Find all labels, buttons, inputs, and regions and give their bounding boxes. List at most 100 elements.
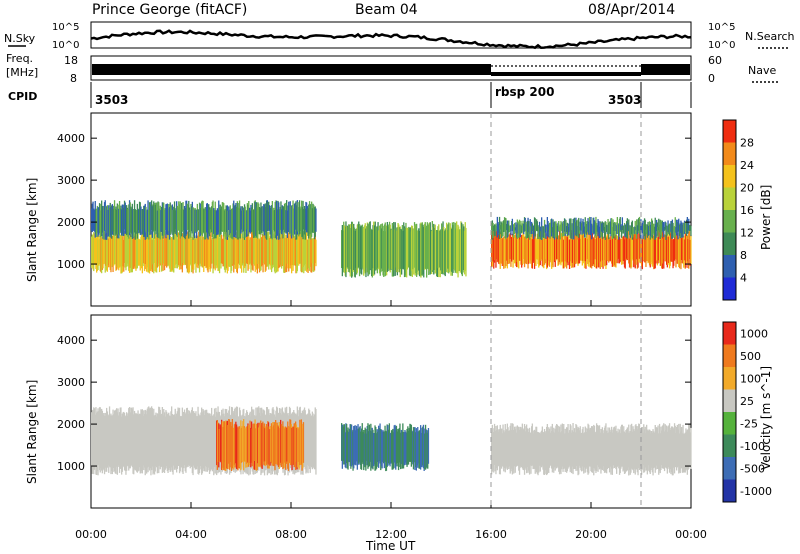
nave-label: Nave <box>748 64 776 77</box>
data-cell <box>264 203 266 233</box>
data-cell <box>258 203 260 231</box>
data-cell <box>215 407 217 468</box>
data-cell <box>532 433 534 470</box>
data-cell <box>367 423 369 469</box>
data-cell <box>588 237 590 267</box>
data-cell <box>686 219 688 237</box>
data-cell <box>131 236 134 273</box>
y-tick-label: 3000 <box>57 174 85 187</box>
data-cell <box>136 230 138 269</box>
data-cell <box>512 224 514 236</box>
data-cell <box>179 201 181 239</box>
data-cell <box>118 412 121 473</box>
data-cell <box>253 423 256 470</box>
data-cell <box>125 205 127 234</box>
data-cell <box>580 218 582 235</box>
data-cell <box>423 223 426 270</box>
data-cell <box>619 239 621 262</box>
data-cell <box>673 427 675 468</box>
data-cell <box>266 200 269 232</box>
data-cell <box>433 228 436 270</box>
data-cell <box>233 230 235 273</box>
data-cell <box>424 424 427 470</box>
data-cell <box>121 236 124 273</box>
data-cell <box>118 237 120 271</box>
data-cell <box>119 234 121 267</box>
data-cell <box>236 427 238 470</box>
data-cell <box>546 424 549 475</box>
data-cell <box>130 236 132 273</box>
data-cell <box>579 221 581 231</box>
data-cell <box>145 235 147 270</box>
data-cell <box>167 233 169 267</box>
data-cell <box>648 429 651 473</box>
data-cell <box>270 206 272 239</box>
data-cell <box>411 225 413 271</box>
data-cell <box>153 408 155 474</box>
data-cell <box>351 424 353 467</box>
data-cell <box>612 233 614 266</box>
data-cell <box>107 414 109 466</box>
data-cell <box>528 432 530 471</box>
data-cell <box>311 238 314 264</box>
data-cell <box>634 233 636 269</box>
n-sky-label: N.Sky <box>4 32 36 45</box>
data-cell <box>173 414 175 466</box>
data-cell <box>446 222 448 269</box>
data-cell <box>166 236 168 268</box>
data-cell <box>561 222 563 231</box>
data-cell <box>656 222 659 236</box>
data-cell <box>158 202 160 233</box>
power-colorbar-label: Power [dB] <box>759 185 773 250</box>
data-cell <box>248 424 250 467</box>
data-cell <box>679 423 681 474</box>
data-cell <box>151 406 153 471</box>
data-cell <box>408 227 411 276</box>
data-cell <box>293 208 295 238</box>
data-cell <box>299 419 301 466</box>
data-cell <box>500 231 502 264</box>
data-cell <box>138 238 140 266</box>
data-cell <box>133 209 135 238</box>
data-cell <box>168 207 171 240</box>
data-cell <box>543 226 545 238</box>
data-cell <box>122 412 124 468</box>
data-cell <box>223 232 225 267</box>
data-cell <box>177 233 179 267</box>
data-cell <box>586 220 589 231</box>
data-cell <box>343 225 346 273</box>
x-tick-label: 12:00 <box>375 528 407 541</box>
data-cell <box>393 229 396 271</box>
data-cell <box>685 428 687 471</box>
data-cell <box>184 238 186 266</box>
data-cell <box>246 234 249 264</box>
data-cell <box>184 208 186 240</box>
data-cell <box>583 222 585 233</box>
data-cell <box>440 229 442 271</box>
data-cell <box>97 239 99 270</box>
data-cell <box>616 432 619 467</box>
data-cell <box>424 222 426 269</box>
data-cell <box>198 415 201 473</box>
data-cell <box>625 232 627 261</box>
data-cell <box>182 202 184 230</box>
data-cell <box>505 431 507 469</box>
data-cell <box>458 229 461 271</box>
data-cell <box>533 230 536 269</box>
data-cell <box>641 238 643 268</box>
data-cell <box>255 202 257 236</box>
data-cell <box>551 239 553 269</box>
data-cell <box>314 232 316 264</box>
data-cell <box>193 411 195 466</box>
data-cell <box>163 409 165 473</box>
data-cell <box>401 225 404 270</box>
data-cell <box>688 225 691 231</box>
data-cell <box>495 223 497 230</box>
data-cell <box>120 234 122 274</box>
data-cell <box>621 225 623 238</box>
data-cell <box>156 210 159 238</box>
data-cell <box>162 202 164 239</box>
data-cell <box>421 427 423 468</box>
data-cell <box>182 237 184 264</box>
data-cell <box>672 239 674 269</box>
